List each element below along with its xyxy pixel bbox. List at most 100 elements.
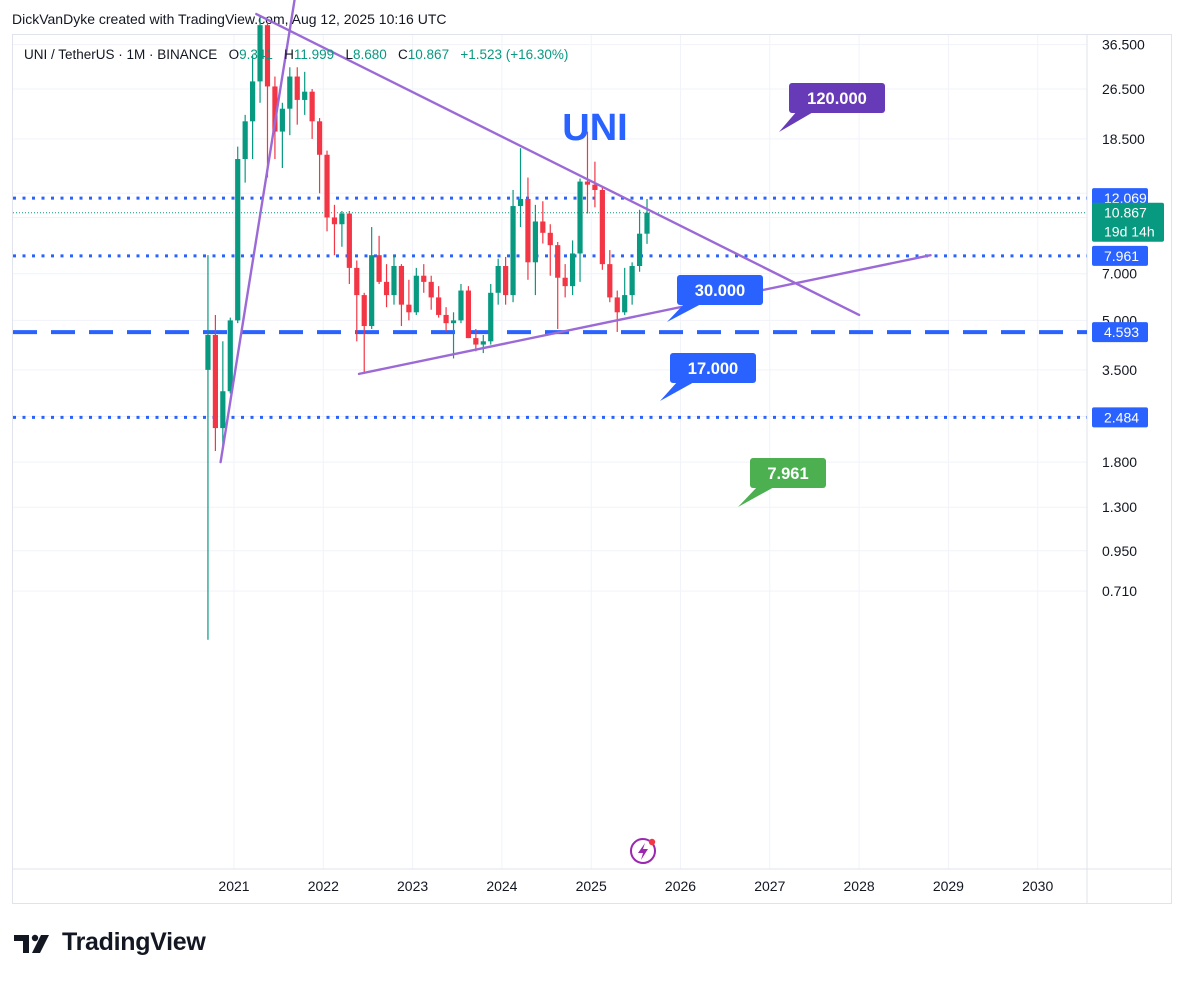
candle[interactable] <box>235 146 241 324</box>
symbol-name[interactable]: UNI / TetherUS · 1M · BINANCE <box>24 47 218 62</box>
trendline[interactable] <box>219 0 297 464</box>
candle[interactable] <box>250 54 256 160</box>
candle-body <box>361 295 367 327</box>
candle[interactable] <box>212 314 218 452</box>
candle[interactable] <box>644 198 650 244</box>
candle[interactable] <box>629 262 635 305</box>
candle[interactable] <box>398 264 405 327</box>
candle[interactable] <box>614 290 620 332</box>
candle[interactable] <box>302 71 308 115</box>
candle[interactable] <box>294 67 300 125</box>
target-callout[interactable]: 17.000 <box>660 353 756 401</box>
candle[interactable] <box>562 264 568 298</box>
candle[interactable] <box>331 204 338 256</box>
candle-body <box>629 265 635 296</box>
candle[interactable] <box>569 240 576 296</box>
time-tick-label: 2028 <box>844 878 875 894</box>
tradingview-logo[interactable]: TradingView <box>14 928 206 957</box>
candle-body <box>205 334 211 370</box>
candle[interactable] <box>510 189 516 303</box>
candle[interactable] <box>458 283 464 324</box>
candle-body <box>644 212 650 234</box>
time-axis[interactable]: 2021 2022 2023 2024 2025 2026 2027 2028 2029 2030 <box>218 878 1053 894</box>
trendline[interactable] <box>357 253 932 376</box>
candle[interactable] <box>257 15 263 103</box>
candle-body <box>346 213 352 268</box>
candle-body <box>465 290 472 339</box>
lightning-icon-dot <box>648 838 656 846</box>
price-level-badge-box <box>1092 245 1148 266</box>
candle[interactable] <box>376 235 382 284</box>
price-tick-label: 0.710 <box>1102 583 1137 599</box>
candle-body <box>354 267 360 296</box>
candle[interactable] <box>480 334 486 354</box>
candle[interactable] <box>547 224 553 276</box>
candle[interactable] <box>540 201 546 244</box>
candle[interactable] <box>465 286 472 339</box>
candle[interactable] <box>279 102 285 168</box>
candle[interactable] <box>339 211 345 247</box>
candle[interactable] <box>503 256 509 305</box>
candle-body <box>287 76 293 109</box>
candle[interactable] <box>443 307 449 332</box>
candle-body <box>428 281 434 298</box>
candle[interactable] <box>406 279 412 321</box>
candle[interactable] <box>517 148 524 228</box>
target-callout[interactable]: 120.000 <box>779 83 885 132</box>
lightning-icon[interactable] <box>630 838 656 864</box>
chart-title: UNI <box>562 107 627 149</box>
current-price-badge: 10.867 19d 14h <box>1092 202 1164 242</box>
candle-body <box>584 181 591 185</box>
candle[interactable] <box>592 161 598 208</box>
candle[interactable] <box>346 211 352 284</box>
candle[interactable] <box>309 89 315 139</box>
candle-body <box>250 81 256 122</box>
candle[interactable] <box>242 114 248 183</box>
target-callout-pointer <box>738 486 776 507</box>
candle[interactable] <box>495 258 501 305</box>
candle[interactable] <box>599 186 605 270</box>
candle-body <box>272 86 278 132</box>
candle-body <box>376 255 382 282</box>
time-tick-label: 2027 <box>754 878 785 894</box>
candle[interactable] <box>369 227 375 329</box>
candle[interactable] <box>324 150 330 232</box>
price-axis[interactable]: 0.7100.9501.3001.8002.5003.5005.0007.000… <box>1102 37 1145 600</box>
target-label: 30.000 <box>695 282 745 300</box>
time-tick-label: 2024 <box>486 878 517 894</box>
low-label: L <box>345 47 353 62</box>
candle[interactable] <box>532 204 538 296</box>
candle[interactable] <box>450 312 457 359</box>
candle[interactable] <box>391 255 397 305</box>
candle[interactable] <box>488 283 494 345</box>
candle[interactable] <box>607 250 613 303</box>
candle[interactable] <box>227 317 233 394</box>
candle[interactable] <box>413 267 419 315</box>
candle[interactable] <box>622 267 628 315</box>
candle[interactable] <box>584 131 591 214</box>
price-tick-label: 0.950 <box>1102 543 1137 559</box>
candle[interactable] <box>473 328 479 352</box>
candle[interactable] <box>577 178 583 282</box>
candle[interactable] <box>354 260 360 342</box>
candle[interactable] <box>361 292 367 374</box>
candle[interactable] <box>436 286 442 318</box>
candle[interactable] <box>287 67 293 136</box>
candle[interactable] <box>421 264 427 293</box>
price-level-badge-box <box>1092 407 1148 428</box>
candle[interactable] <box>428 275 434 310</box>
time-tick-label: 2026 <box>665 878 696 894</box>
target-callout[interactable]: 30.000 <box>667 275 763 322</box>
candle[interactable] <box>220 341 226 452</box>
target-callout[interactable]: 7.961 <box>738 458 826 507</box>
trendline[interactable] <box>255 12 861 317</box>
candle[interactable] <box>525 177 531 280</box>
candle[interactable] <box>383 264 390 308</box>
candle[interactable] <box>555 241 561 329</box>
candle-body <box>450 320 457 324</box>
candle[interactable] <box>205 255 211 640</box>
candle[interactable] <box>636 209 643 272</box>
candle[interactable] <box>316 118 323 194</box>
candle[interactable] <box>264 21 271 178</box>
